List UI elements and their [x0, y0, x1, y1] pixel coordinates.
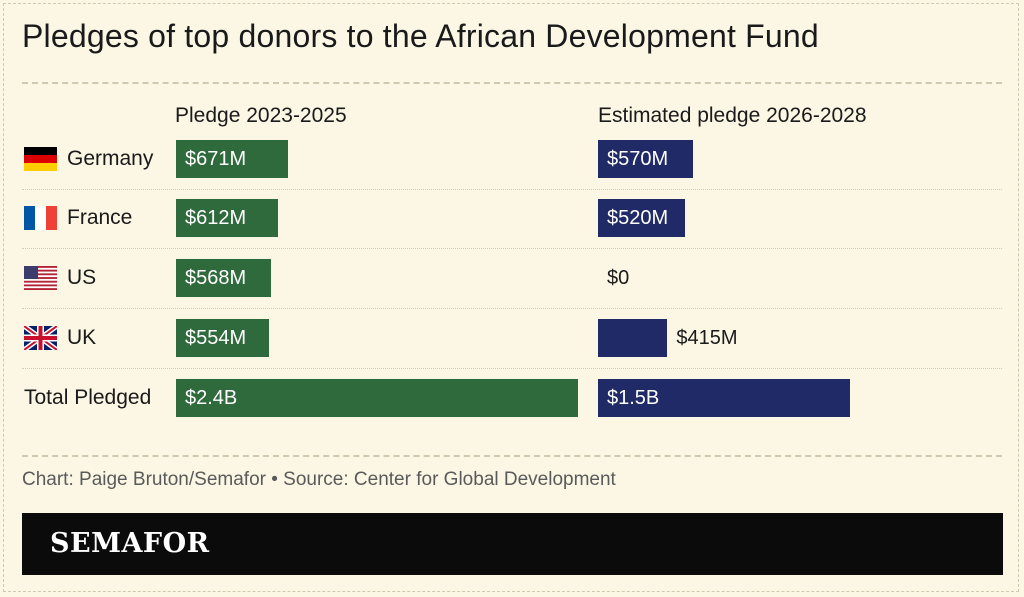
bar-pledge-2023-2025-uk [176, 319, 269, 357]
bar-estimated-2026-2028-total-pledged [598, 379, 850, 417]
row-label-us: US [24, 259, 96, 297]
uk-flag-icon [24, 326, 57, 350]
row-separator [22, 308, 1002, 309]
chart-frame [3, 3, 1019, 592]
top-divider [22, 82, 1002, 84]
column-header-estimated-2026-2028: Estimated pledge 2026-2028 [598, 104, 867, 127]
column-header-pledge-2023-2025: Pledge 2023-2025 [175, 104, 347, 127]
bar-pledge-2023-2025-us [176, 259, 271, 297]
data-label: $520M [607, 206, 669, 229]
bar-estimated-2026-2028-france [598, 199, 685, 237]
row-label-france: France [24, 199, 132, 237]
germany-flag-icon [24, 147, 57, 171]
footer-bar: SEMAFOR [22, 513, 1003, 575]
data-label: $2.4B [185, 386, 238, 409]
bar-pledge-2023-2025-germany [176, 140, 289, 178]
row-separator [22, 189, 1002, 190]
row-separator [22, 248, 1002, 249]
row-label-total-pledged: Total Pledged [24, 379, 151, 417]
data-label: $570M [607, 147, 669, 170]
row-label-text: Germany [67, 147, 154, 170]
row-label-text: US [67, 266, 97, 289]
france-flag-icon [24, 206, 57, 230]
row-label-germany: Germany [24, 140, 153, 178]
bar-estimated-2026-2028-germany [598, 140, 694, 178]
row-label-text: France [67, 206, 133, 229]
data-label: $415M [676, 326, 738, 349]
bar-estimated-2026-2028-uk [598, 319, 668, 357]
chart-title: Pledges of top donors to the African Dev… [22, 18, 819, 54]
row-label-text: Total Pledged [24, 386, 152, 409]
bottom-divider [22, 455, 1002, 457]
semafor-logo: SEMAFOR [50, 528, 210, 559]
data-label: $612M [185, 206, 247, 229]
data-label: $554M [185, 326, 247, 349]
data-label: $568M [185, 266, 247, 289]
data-label: $0 [607, 266, 630, 289]
chart-credit: Chart: Paige Bruton/Semafor • Source: Ce… [22, 469, 616, 490]
data-label: $1.5B [607, 386, 660, 409]
row-separator [22, 368, 1002, 369]
us-flag-icon [24, 266, 57, 290]
bar-pledge-2023-2025-total-pledged [176, 379, 578, 417]
bar-pledge-2023-2025-france [176, 199, 279, 237]
data-label: $671M [185, 147, 247, 170]
row-label-text: UK [67, 326, 97, 349]
row-label-uk: UK [24, 319, 96, 357]
